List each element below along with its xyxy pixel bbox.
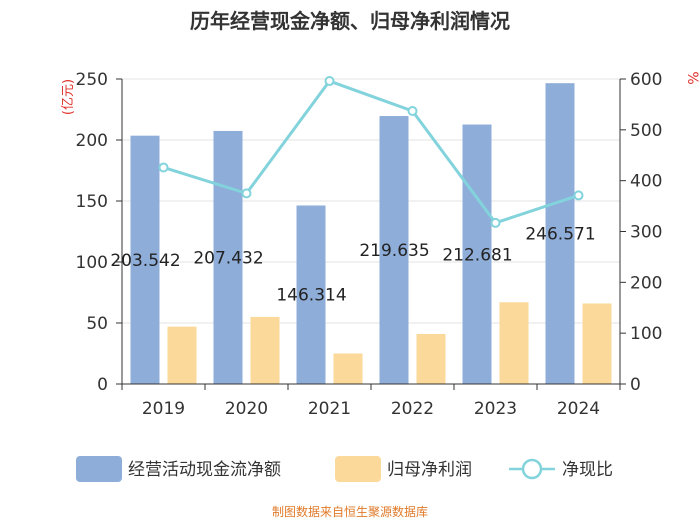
data-label-operating-cash: 203.542 [110, 251, 180, 271]
bar-operating-cash [545, 83, 575, 384]
y-axis-left-tick-label: 0 [97, 375, 108, 395]
x-axis-tick-label: 2023 [474, 399, 517, 419]
ratio-point [324, 76, 335, 87]
y-axis-right-tick-label: 400 [630, 172, 662, 192]
y-axis-right-tick-label: 300 [630, 223, 662, 243]
bars-layer [130, 83, 612, 385]
grid-layer [122, 78, 620, 324]
legend-marker-ratio [521, 458, 543, 480]
legend-label-net-profit: 归母净利润 [387, 460, 472, 480]
ratio-point [158, 162, 169, 173]
bar-net-profit [499, 302, 529, 384]
y-axis-right-tick-label: 0 [630, 375, 641, 395]
legend-label-ratio: 净现比 [562, 460, 613, 480]
bar-net-profit [416, 333, 446, 384]
y-axis-right-tick-label: 600 [630, 70, 662, 90]
legend: 经营活动现金流净额 归母净利润 净现比 [76, 456, 613, 482]
x-axis-tick-label: 2019 [142, 399, 185, 419]
bar-net-profit [333, 353, 363, 384]
x-axis-tick-label: 2022 [391, 399, 434, 419]
ratio-point [490, 217, 501, 228]
bar-net-profit [167, 326, 197, 384]
data-label-operating-cash: 212.681 [442, 245, 512, 265]
y-axis-left-label: (亿元) [61, 79, 76, 115]
x-axis-tick-label: 2024 [557, 399, 600, 419]
ratio-point [241, 188, 252, 199]
ratio-line [163, 79, 579, 225]
ratio-point [407, 106, 418, 117]
bar-operating-cash [130, 135, 160, 384]
data-label-operating-cash: 246.571 [525, 225, 595, 245]
legend-swatch-net-profit [335, 456, 381, 482]
ratio-point [573, 190, 584, 201]
source-note: 制图数据来自恒生聚源数据库 [272, 504, 428, 519]
y-axis-left-tick-label: 250 [76, 70, 108, 90]
axes-layer: 0 50 100 150 200 250 0 100 200 300 400 500 600 2019 20… [76, 70, 663, 419]
y-axis-left-tick-label: 50 [86, 314, 108, 334]
bar-net-profit [250, 316, 280, 384]
data-label-operating-cash: 207.432 [193, 248, 263, 268]
labels-layer: 203.542 207.432 146.314 219.635 212.681 246.5… [110, 225, 595, 306]
x-axis-tick-label: 2021 [308, 399, 351, 419]
y-axis-right-tick-label: 200 [630, 273, 662, 293]
legend-label-operating-cash: 经营活动现金流净额 [128, 460, 281, 480]
y-axis-left-tick-label: 200 [76, 131, 108, 151]
bar-net-profit [582, 303, 612, 384]
legend-swatch-operating-cash [76, 456, 122, 482]
data-label-operating-cash: 146.314 [276, 286, 346, 306]
bar-operating-cash [296, 205, 326, 384]
x-axis-tick-label: 2020 [225, 399, 268, 419]
y-axis-left-tick-label: 150 [76, 192, 108, 212]
chart-title: 历年经营现金净额、归母净利润情况 [190, 9, 510, 33]
bar-operating-cash [379, 116, 409, 385]
bar-operating-cash [213, 130, 243, 384]
y-axis-right-label: % [684, 71, 700, 84]
data-label-operating-cash: 219.635 [359, 241, 429, 261]
y-axis-left-tick-label: 100 [76, 253, 108, 273]
line-layer [158, 76, 584, 228]
bar-operating-cash [462, 124, 492, 385]
y-axis-right-tick-label: 100 [630, 324, 662, 344]
y-axis-right-tick-label: 500 [630, 121, 662, 141]
